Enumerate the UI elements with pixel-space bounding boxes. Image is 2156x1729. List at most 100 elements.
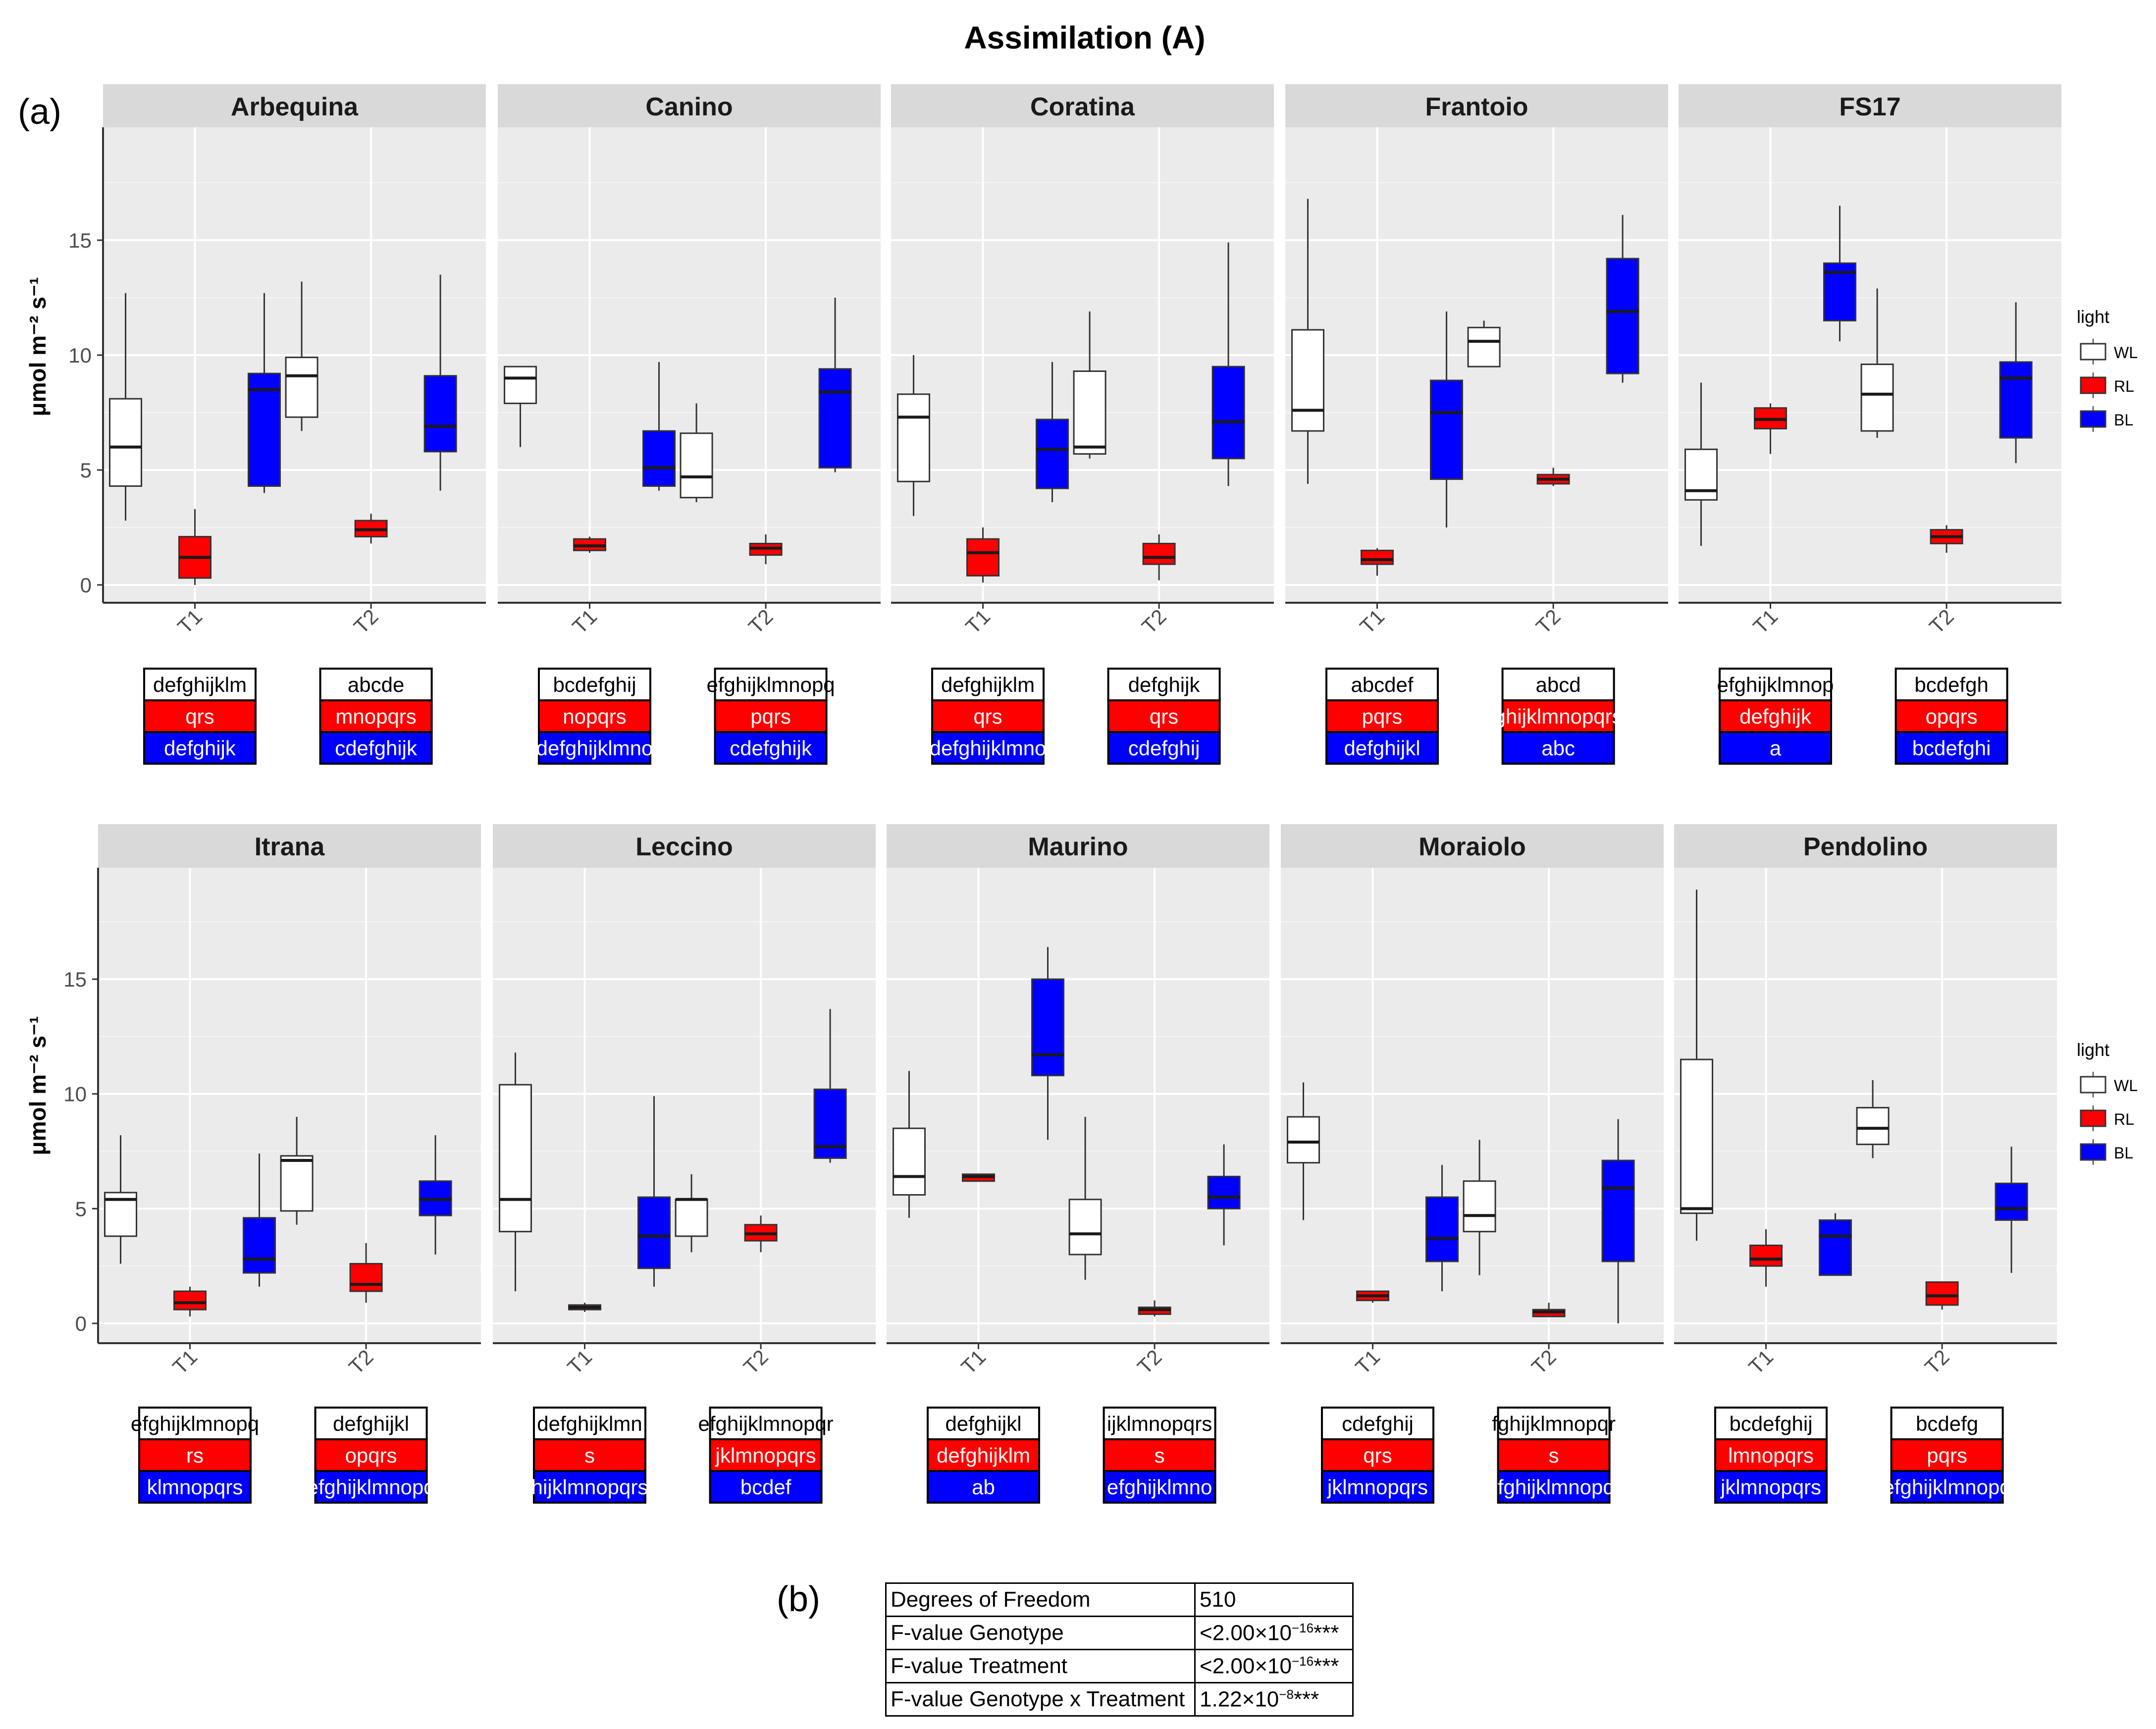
y-tick-label: 5 [80,459,92,482]
panel-label-b: (b) [777,1579,820,1619]
x-tick-label: T1 [961,605,995,638]
legend-key-bl [2080,410,2106,428]
x-tick-label: T2 [1925,605,1958,638]
x-tick-label: T2 [1531,605,1565,638]
row-value: <2.00×10−16*** [1194,1616,1354,1650]
letter-label: ab [972,1475,995,1499]
letter-label: defghijkl [945,1412,1021,1435]
letter-label: efghijklmnop [1717,673,1834,696]
letter-box [1890,1407,2004,1440]
plot-panel [1281,868,1664,1342]
box-wl [1856,1106,1890,1146]
letter-label: jklmnopqrs [1720,1475,1821,1499]
facet-title: Frantoio [1425,93,1528,121]
legend-key-rl [2080,1109,2106,1127]
box-bl [243,1217,276,1274]
letter-label: defghijk [164,736,236,760]
letter-label: s [1549,1444,1559,1467]
x-tick-label: T2 [1133,1345,1166,1379]
row-value: 1.22×10−8*** [1194,1682,1354,1717]
letter-label: ijklmnopqrs [1107,1412,1212,1435]
letter-box [931,731,1045,765]
facet-title: Arbequina [231,93,359,121]
letter-label: defghijk [1739,705,1812,728]
letter-box [533,1438,647,1472]
letter-box [143,731,257,765]
facet-pendolino: Pendolino T1 bcdefghij lmnopqrs jklmnopqrs T2… [1674,824,2057,1504]
facet-canino: Canino T1 bcdefghij nopqrs defghijklmno T2 efg… [498,84,881,765]
box-rl [349,1263,383,1292]
letter-label: bcdefghij [553,673,636,696]
box-bl [1995,1182,2028,1221]
letter-label: a [1770,736,1782,760]
letter-box [1894,699,2008,733]
facet-strip [1285,84,1668,127]
letter-box [314,1470,428,1504]
letter-label: defghijk [1128,673,1201,696]
letter-label: abcd [1536,673,1581,696]
facet-strip [887,824,1269,868]
letter-box [1714,1407,1828,1440]
letter-label: s [584,1444,595,1467]
x-tick-label: T1 [1351,1345,1384,1379]
x-tick-label: T1 [568,605,601,638]
box-rl [1142,542,1176,565]
letter-box [1325,668,1439,701]
box-wl [499,1084,532,1233]
letter-box [1714,1470,1828,1504]
box-wl [285,357,318,418]
facet-title: Maurino [1028,833,1128,861]
facet-title: Canino [645,93,733,121]
legend-title: light [2077,307,2109,327]
x-tick-label: T1 [563,1345,596,1379]
box-rl [1925,1281,1959,1306]
facet-title: Moraiolo [1419,833,1526,861]
letter-label: bcdefg [1916,1412,1978,1435]
letter-label: abcdef [1351,673,1413,696]
letter-box [143,668,257,701]
x-tick-label: T2 [739,1345,773,1379]
letter-box [1497,1407,1611,1440]
letter-label: jklmnopqrs [1326,1475,1428,1499]
x-tick-label: T1 [1355,605,1389,638]
box-bl [642,430,676,487]
facet-title: FS17 [1839,93,1900,121]
letter-label: pqrs [1927,1444,1967,1467]
x-tick-label: T1 [1748,605,1782,638]
table-row: F-value Treatment <2.00×10−16*** [885,1649,1354,1683]
letter-label: defghijkl [333,1412,409,1435]
legend-label: RL [2114,377,2134,395]
letter-label: bcdefghi [1912,736,1991,760]
letter-label: efghijklmnopqr [698,1412,834,1435]
plot-panel [98,868,481,1342]
box-wl [893,1127,926,1196]
figure-title: Assimilation (A) [964,20,1205,55]
facet-title: Coratina [1030,93,1135,121]
x-tick-label: T2 [1920,1345,1954,1379]
legend: light WL RL BL [2077,307,2138,432]
legend-key-wl [2080,343,2106,361]
box-bl [1425,1196,1459,1262]
facet-title: Itrana [255,833,325,861]
letter-label: klmnopqrs [147,1475,243,1499]
letter-label: pqrs [1362,705,1403,728]
letter-box [709,1407,823,1440]
letter-box [538,668,652,701]
letter-box [319,668,433,701]
letter-box [709,1470,823,1504]
letter-box [1325,731,1439,765]
box-bl [1031,978,1065,1077]
facet-title: Pendolino [1803,833,1928,861]
box-rl [1361,549,1394,565]
x-tick-label: T1 [173,605,207,638]
letter-label: opqrs [1926,705,1978,728]
letter-box [1894,731,2008,765]
box-wl [1684,448,1718,501]
letter-box [1103,1470,1216,1504]
letter-label: defghijklm [153,673,247,696]
table-row: F-value Genotype <2.00×10−16*** [885,1616,1354,1650]
facet-grid: Arbequina T1 defghijklm qrs defghijk T2 abcde m… [25,84,2138,1504]
plot-panel [1674,868,2057,1342]
plot-panel [498,127,881,602]
